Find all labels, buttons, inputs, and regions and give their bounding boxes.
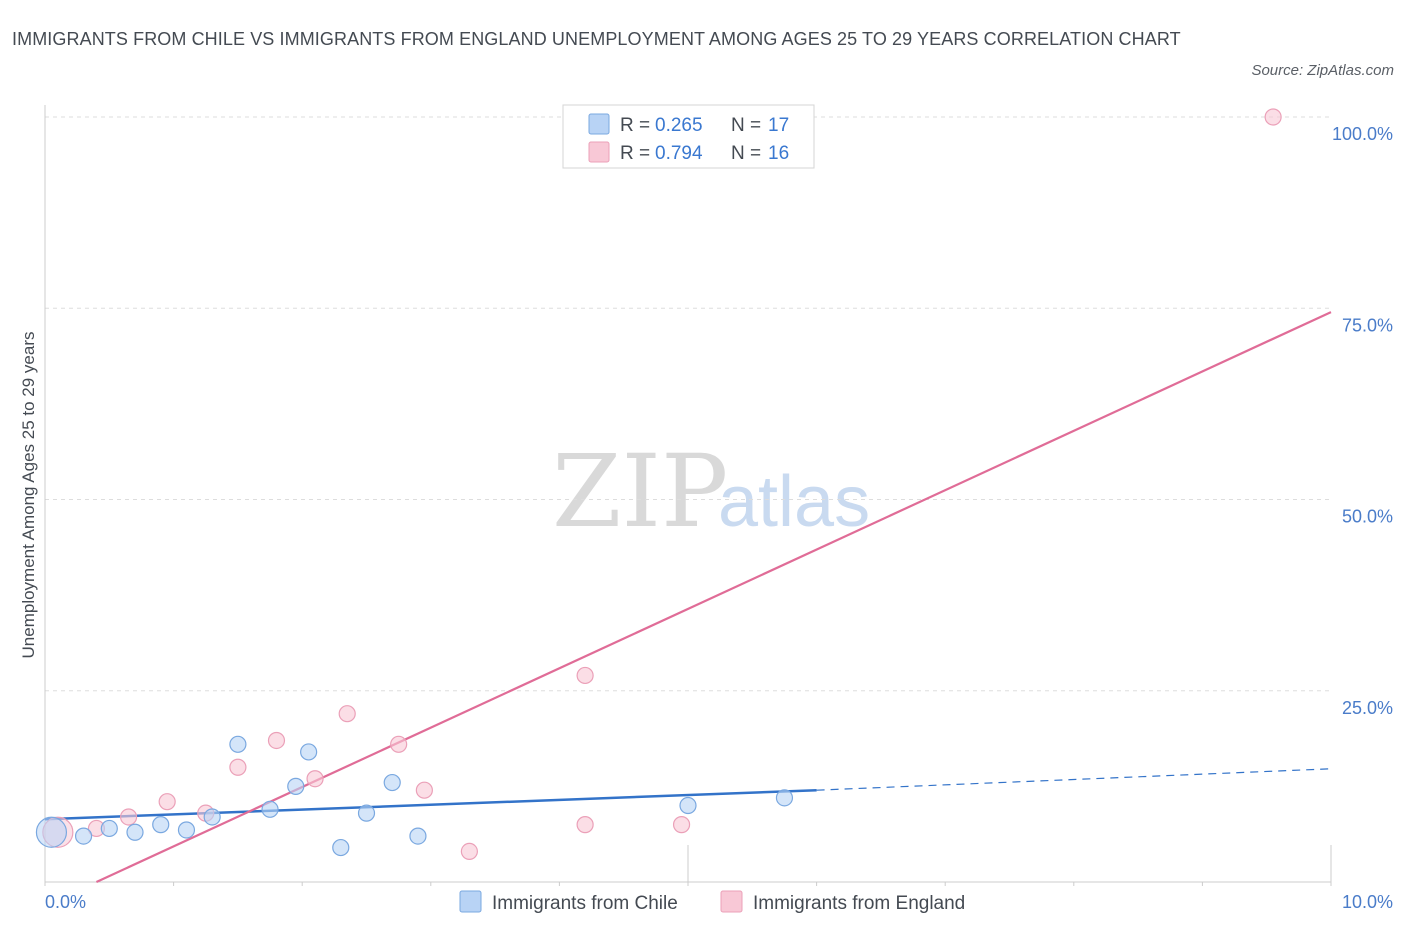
point-england-14 bbox=[672, 816, 691, 834]
points-layer bbox=[35, 108, 1282, 861]
point-england-11 bbox=[460, 842, 478, 861]
y-tick-label-3: 100.0% bbox=[1332, 124, 1393, 144]
y-tick-label-0: 25.0% bbox=[1342, 698, 1393, 718]
point-chile-2 bbox=[100, 819, 118, 838]
point-england-3 bbox=[158, 793, 176, 811]
point-chile-12 bbox=[357, 804, 376, 822]
series-legend: Immigrants from Chile Immigrants from En… bbox=[459, 890, 965, 914]
bottom-legend-swatch-england bbox=[720, 890, 743, 913]
point-chile-10 bbox=[300, 743, 318, 761]
trend-line-chile-extension bbox=[816, 768, 1332, 791]
legend-r-value-chile: 0.265 bbox=[655, 115, 703, 136]
point-chile-13 bbox=[383, 773, 401, 792]
point-england-13 bbox=[576, 666, 594, 685]
legend-swatch-chile bbox=[588, 113, 610, 135]
point-chile-6 bbox=[203, 808, 221, 826]
x-tick-label-max: 10.0% bbox=[1342, 892, 1393, 912]
point-chile-8 bbox=[261, 800, 279, 818]
point-chile-0 bbox=[35, 816, 68, 848]
y-axis-title: Unemployment Among Ages 25 to 29 years bbox=[19, 332, 38, 659]
trend-line-england bbox=[95, 311, 1332, 883]
point-england-5 bbox=[229, 758, 247, 776]
trend-layer bbox=[44, 311, 1332, 883]
bottom-legend-label-chile: Immigrants from Chile bbox=[492, 893, 678, 914]
legend-n-label-chile: N = bbox=[731, 115, 761, 136]
watermark-atlas: atlas bbox=[718, 462, 870, 542]
point-england-9 bbox=[390, 735, 408, 753]
trend-line-chile bbox=[44, 788, 817, 821]
point-england-8 bbox=[338, 705, 356, 723]
legend-r-value-england: 0.794 bbox=[655, 143, 703, 164]
watermark-zip: ZIP bbox=[552, 433, 728, 550]
point-england-12 bbox=[576, 816, 594, 834]
legend-swatch-england bbox=[588, 141, 610, 163]
bottom-legend-label-england: Immigrants from England bbox=[753, 893, 965, 914]
point-chile-11 bbox=[332, 838, 350, 857]
axis-layer bbox=[44, 105, 1332, 886]
point-chile-3 bbox=[126, 823, 144, 841]
legend-n-value-chile: 17 bbox=[768, 115, 789, 136]
point-england-10 bbox=[415, 781, 433, 799]
chart-source: Source: ZipAtlas.com bbox=[1251, 62, 1394, 79]
legend-n-value-england: 16 bbox=[768, 143, 789, 164]
point-chile-4 bbox=[152, 816, 170, 834]
legend-n-label-england: N = bbox=[731, 143, 761, 164]
bottom-legend-swatch-chile bbox=[459, 890, 482, 913]
point-england-6 bbox=[267, 731, 286, 750]
point-chile-7 bbox=[229, 735, 247, 753]
point-chile-9 bbox=[287, 777, 305, 795]
y-tick-label-2: 75.0% bbox=[1342, 315, 1393, 335]
point-chile-5 bbox=[177, 821, 196, 839]
chart-title: IMMIGRANTS FROM CHILE VS IMMIGRANTS FROM… bbox=[12, 29, 1181, 49]
point-england-7 bbox=[306, 770, 324, 788]
x-tick-label-min: 0.0% bbox=[45, 892, 86, 912]
point-chile-16 bbox=[775, 789, 794, 807]
point-england-15 bbox=[1264, 108, 1282, 126]
y-tick-label-1: 50.0% bbox=[1342, 507, 1393, 527]
point-england-2 bbox=[119, 808, 138, 826]
point-chile-15 bbox=[679, 796, 697, 815]
label-layer: 25.0% 50.0% 75.0% 100.0% 0.0% 10.0% bbox=[45, 124, 1393, 912]
point-chile-14 bbox=[409, 827, 427, 845]
correlation-legend: R = 0.265 N = 17 R = 0.794 N = 16 bbox=[562, 104, 815, 169]
legend-r-label-chile: R = bbox=[620, 115, 650, 136]
grid-layer bbox=[45, 116, 1331, 692]
legend-r-label-england: R = bbox=[620, 143, 650, 164]
point-chile-1 bbox=[74, 827, 93, 845]
